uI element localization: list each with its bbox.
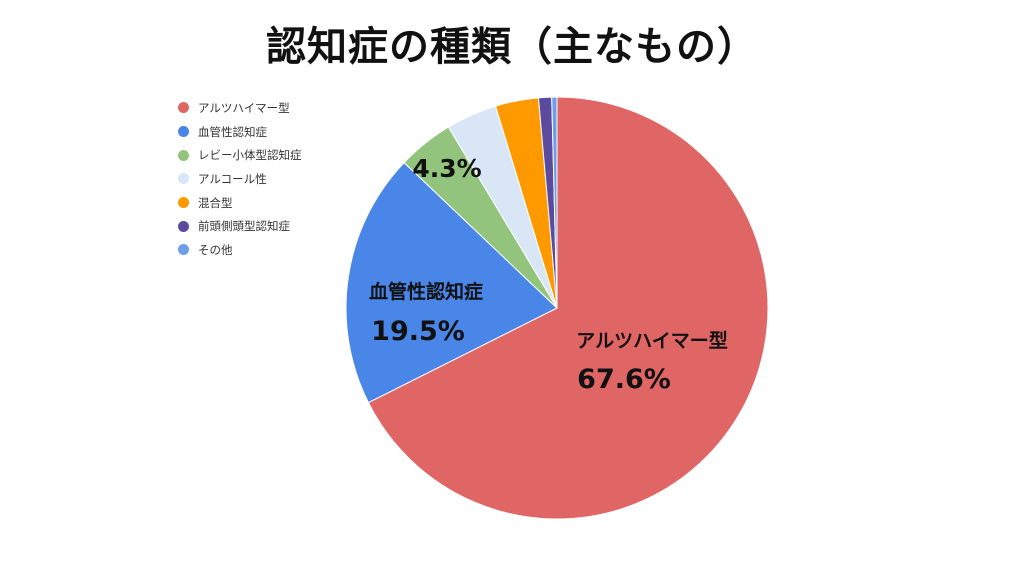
legend-item-frontotemporal[interactable]: 前頭側頭型認知症	[178, 214, 302, 238]
pie-slice-alzheimers[interactable]	[367, 96, 769, 520]
chart-title: 認知症の種類（主なもの）	[266, 24, 758, 70]
legend-label: その他	[198, 242, 233, 257]
legend-color-swatch	[178, 126, 189, 138]
legend-label: 血管性認知症	[198, 124, 267, 139]
legend-label: レビー小体型認知症	[198, 148, 302, 163]
legend-color-swatch	[178, 220, 189, 232]
legend-item-alcoholic[interactable]: アルコール性	[178, 167, 302, 191]
legend-item-vascular[interactable]: 血管性認知症	[178, 120, 302, 144]
slice-name-label-alzheimers: アルツハイマー型	[576, 329, 727, 352]
legend-color-swatch	[178, 197, 189, 209]
legend-label: 混合型	[198, 195, 233, 210]
legend-item-mixed[interactable]: 混合型	[178, 191, 302, 215]
legend-label: アルツハイマー型	[198, 100, 290, 115]
legend-label: 前頭側頭型認知症	[198, 219, 290, 234]
slice-value-label-vascular: 19.5%	[371, 316, 465, 347]
pie-slice-other[interactable]	[551, 96, 558, 309]
legend: アルツハイマー型 血管性認知症 レビー小体型認知症 アルコール性 混合型 前頭側…	[178, 96, 302, 262]
legend-item-other[interactable]: その他	[178, 238, 302, 262]
legend-color-swatch	[178, 102, 189, 114]
legend-item-lewy-body[interactable]: レビー小体型認知症	[178, 143, 302, 167]
legend-color-swatch	[178, 244, 189, 256]
slice-name-label-vascular: 血管性認知症	[369, 280, 483, 303]
legend-color-swatch	[178, 149, 189, 161]
legend-color-swatch	[178, 173, 189, 185]
pie-slice-vascular[interactable]	[345, 161, 558, 404]
legend-item-alzheimers[interactable]: アルツハイマー型	[178, 96, 302, 120]
slice-value-label-lewy-body: 4.3%	[412, 154, 481, 183]
legend-label: アルコール性	[198, 171, 267, 186]
slice-value-label-alzheimers: 67.6%	[577, 364, 671, 395]
